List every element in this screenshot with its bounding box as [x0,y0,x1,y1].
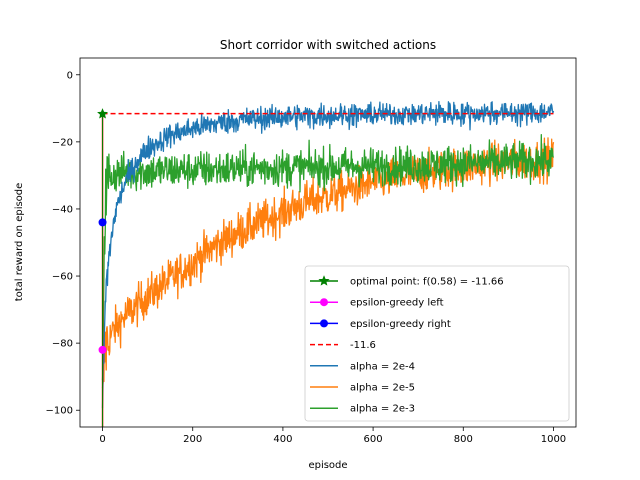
epsilon-greedy-left-marker [98,345,107,354]
y-axis: 0 −20 −40 −60 −80 −100 [46,70,80,417]
legend-label: optimal point: f(0.58) = -11.66 [350,277,504,288]
legend-item: epsilon-greedy left [310,298,444,309]
y-tick-label: −20 [52,137,73,148]
legend: optimal point: f(0.58) = -11.66 epsilon-g… [304,265,570,422]
series-line-alpha-2e-4 [101,100,555,409]
x-tick-label: 200 [183,434,202,445]
y-tick-label: −40 [52,204,73,215]
x-tick-label: 600 [364,434,383,445]
legend-box [304,265,570,422]
legend-item: alpha = 2e-4 [310,361,415,372]
x-tick-label: 400 [273,434,292,445]
legend-item: -11.6 [310,340,376,351]
epsilon-greedy-right-marker [98,218,107,227]
legend-star-marker [318,275,330,286]
y-axis-label: total reward on episode [14,183,25,302]
y-tick-label: −60 [52,272,73,283]
x-axis-label: episode [308,460,347,471]
x-tick-label: 1000 [541,434,566,445]
legend-item: epsilon-greedy right [310,319,451,330]
chart-title: Short corridor with switched actions [220,38,436,52]
x-tick-label: 800 [454,434,473,445]
legend-item: alpha = 2e-5 [310,383,415,394]
legend-label: -11.6 [350,340,376,351]
legend-label: epsilon-greedy left [350,298,444,309]
legend-item: alpha = 2e-3 [310,404,415,415]
legend-dot-marker [320,319,328,328]
y-tick-label: −80 [52,339,73,350]
optimal-point-marker [97,108,109,119]
legend-dot-marker [320,298,328,307]
axes-frame [79,57,577,428]
y-tick-label: 0 [67,70,73,81]
series-line-alpha-2e-3 [101,134,555,381]
legend-label: alpha = 2e-3 [350,404,415,415]
plot-area [97,100,555,427]
x-axis: 0 200 400 600 800 1000 [99,427,566,445]
legend-label: alpha = 2e-5 [350,383,415,394]
x-tick-label: 0 [99,434,105,445]
legend-label: epsilon-greedy right [350,319,451,330]
legend-label: alpha = 2e-4 [350,361,415,372]
legend-item: optimal point: f(0.58) = -11.66 [310,275,504,288]
y-tick-label: −100 [46,406,73,417]
